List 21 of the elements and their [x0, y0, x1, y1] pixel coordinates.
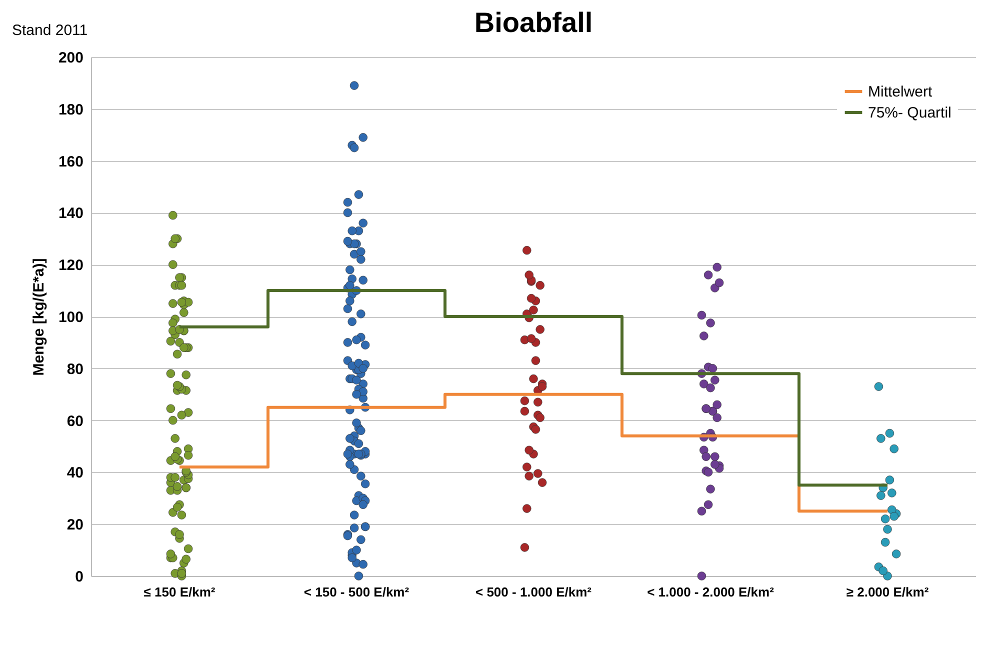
x-tick-label: < 500 - 1.000 E/km²: [476, 584, 592, 600]
y-axis-title: Menge [kg/(E*a)]: [30, 258, 48, 376]
x-tick-label: < 150 - 500 E/km²: [304, 584, 410, 600]
legend-label: Mittelwert: [868, 84, 934, 100]
legend-label: 75%- Quartil: [868, 104, 952, 122]
y-tick-label: 160: [58, 153, 84, 170]
x-tick-label: < 1.000 - 2.000 E/km²: [647, 584, 775, 600]
y-tick-label: 80: [66, 360, 84, 378]
x-tick-label: ≤ 150 E/km²: [144, 584, 216, 600]
y-tick-label: 60: [66, 412, 84, 430]
y-tick-label: 20: [66, 516, 84, 534]
y-tick-label: 140: [58, 205, 84, 222]
chart-title: Bioabfall: [474, 7, 593, 38]
y-tick-label: 200: [58, 50, 84, 66]
y-tick-label: 40: [66, 464, 84, 482]
x-tick-label: ≥ 2.000 E/km²: [846, 584, 930, 600]
text: Stand 2011: [12, 22, 88, 39]
y-tick-label: 0: [75, 568, 84, 586]
y-tick-label: 120: [58, 257, 84, 274]
y-tick-label: 100: [58, 309, 84, 326]
y-tick-label: 180: [58, 101, 84, 118]
